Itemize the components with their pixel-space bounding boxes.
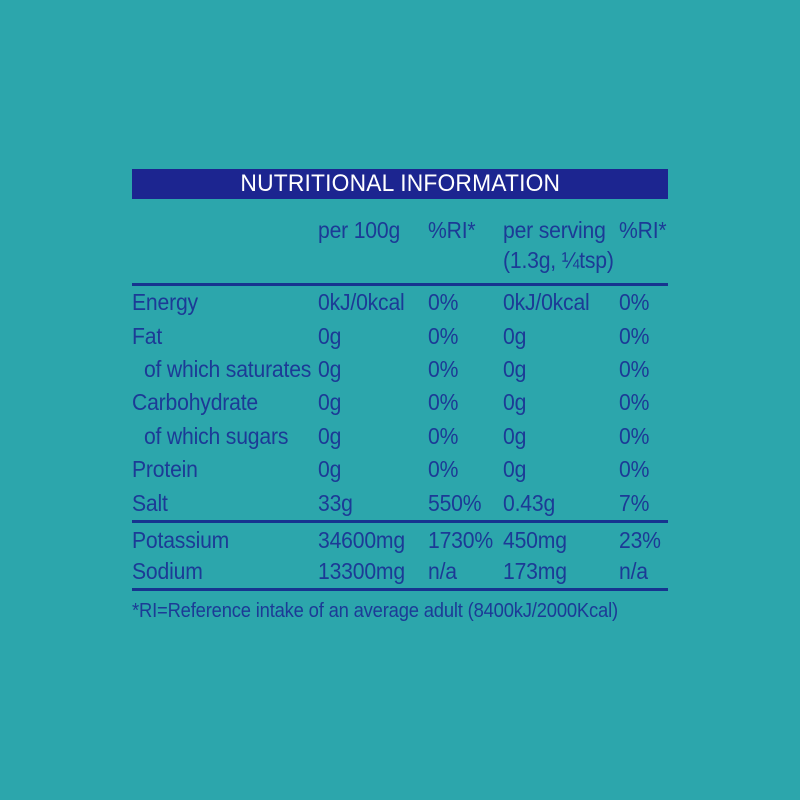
nutrition-panel: NUTRITIONAL INFORMATION per 100g %RI* pe… [132, 169, 668, 623]
value-per-100g: 33g [318, 489, 353, 516]
value-ri-serving: n/a [619, 558, 648, 585]
header-serving-note: (1.3g, ¼tsp) [503, 247, 614, 273]
value-ri-serving: 7% [619, 489, 650, 516]
value-per-serving: 0.43g [503, 489, 556, 516]
value-per-serving: 0g [503, 422, 527, 449]
value-ri-100g: 0% [428, 422, 459, 449]
header-per-100g: per 100g [318, 217, 401, 243]
row-label: of which saturates [143, 355, 312, 382]
table-row-fat: Fat 0g 0% 0g 0% [132, 319, 668, 352]
row-label: Energy [132, 289, 198, 316]
row-label: of which sugars [143, 422, 289, 449]
header-ri-100g: %RI* [428, 217, 476, 243]
row-label: Fat [132, 322, 163, 349]
table-header-row: per 100g %RI* per serving (1.3g, ¼tsp) %… [132, 199, 668, 286]
table-body-minerals: Potassium 34600mg 1730% 450mg 23% Sodium… [132, 523, 668, 591]
value-ri-serving: 23% [619, 526, 661, 553]
value-ri-100g: 0% [428, 355, 459, 382]
value-per-serving: 173mg [503, 558, 567, 585]
table-row-saturates: of which saturates 0g 0% 0g 0% [132, 353, 668, 386]
value-ri-serving: 0% [619, 456, 650, 483]
header-per-serving: per serving (1.3g, ¼tsp) [503, 215, 614, 275]
table-title-bar: NUTRITIONAL INFORMATION [132, 169, 668, 199]
table-row-sugars: of which sugars 0g 0% 0g 0% [132, 420, 668, 453]
table-body-main: Energy 0kJ/0kcal 0% 0kJ/0kcal 0% Fat 0g … [132, 286, 668, 523]
value-ri-serving: 0% [619, 422, 650, 449]
row-label: Carbohydrate [132, 389, 259, 416]
value-ri-100g: 550% [428, 489, 482, 516]
value-per-serving: 450mg [503, 526, 567, 553]
table-row-potassium: Potassium 34600mg 1730% 450mg 23% [132, 525, 668, 557]
table-row-salt: Salt 33g 550% 0.43g 7% [132, 486, 668, 519]
value-per-100g: 0g [318, 322, 342, 349]
table-title: NUTRITIONAL INFORMATION [240, 170, 560, 197]
value-ri-100g: 1730% [428, 526, 493, 553]
reference-intake-footnote: *RI=Reference intake of an average adult… [132, 599, 618, 622]
value-ri-100g: 0% [428, 289, 459, 316]
value-ri-100g: 0% [428, 456, 459, 483]
header-ri-serving: %RI* [619, 217, 667, 243]
value-ri-100g: 0% [428, 389, 459, 416]
value-per-serving: 0g [503, 355, 527, 382]
table-row-sodium: Sodium 13300mg n/a 173mg n/a [132, 556, 668, 588]
value-per-serving: 0g [503, 456, 527, 483]
table-row-energy: Energy 0kJ/0kcal 0% 0kJ/0kcal 0% [132, 286, 668, 319]
value-ri-serving: 0% [619, 355, 650, 382]
row-label: Salt [132, 489, 168, 516]
value-ri-100g: n/a [428, 558, 457, 585]
value-per-100g: 0kJ/0kcal [318, 289, 405, 316]
header-per-serving-label: per serving [503, 217, 606, 243]
value-ri-serving: 0% [619, 289, 650, 316]
value-per-100g: 0g [318, 456, 342, 483]
row-label: Sodium [132, 558, 203, 585]
value-per-serving: 0kJ/0kcal [503, 289, 590, 316]
row-label: Protein [132, 456, 198, 483]
table-row-carbohydrate: Carbohydrate 0g 0% 0g 0% [132, 386, 668, 419]
table-row-protein: Protein 0g 0% 0g 0% [132, 453, 668, 486]
value-ri-serving: 0% [619, 322, 650, 349]
value-per-serving: 0g [503, 322, 527, 349]
value-per-100g: 34600mg [318, 526, 405, 553]
value-ri-serving: 0% [619, 389, 650, 416]
value-per-100g: 13300mg [318, 558, 405, 585]
value-per-100g: 0g [318, 389, 342, 416]
value-per-100g: 0g [318, 422, 342, 449]
value-per-100g: 0g [318, 355, 342, 382]
value-ri-100g: 0% [428, 322, 459, 349]
row-label: Potassium [132, 526, 230, 553]
value-per-serving: 0g [503, 389, 527, 416]
